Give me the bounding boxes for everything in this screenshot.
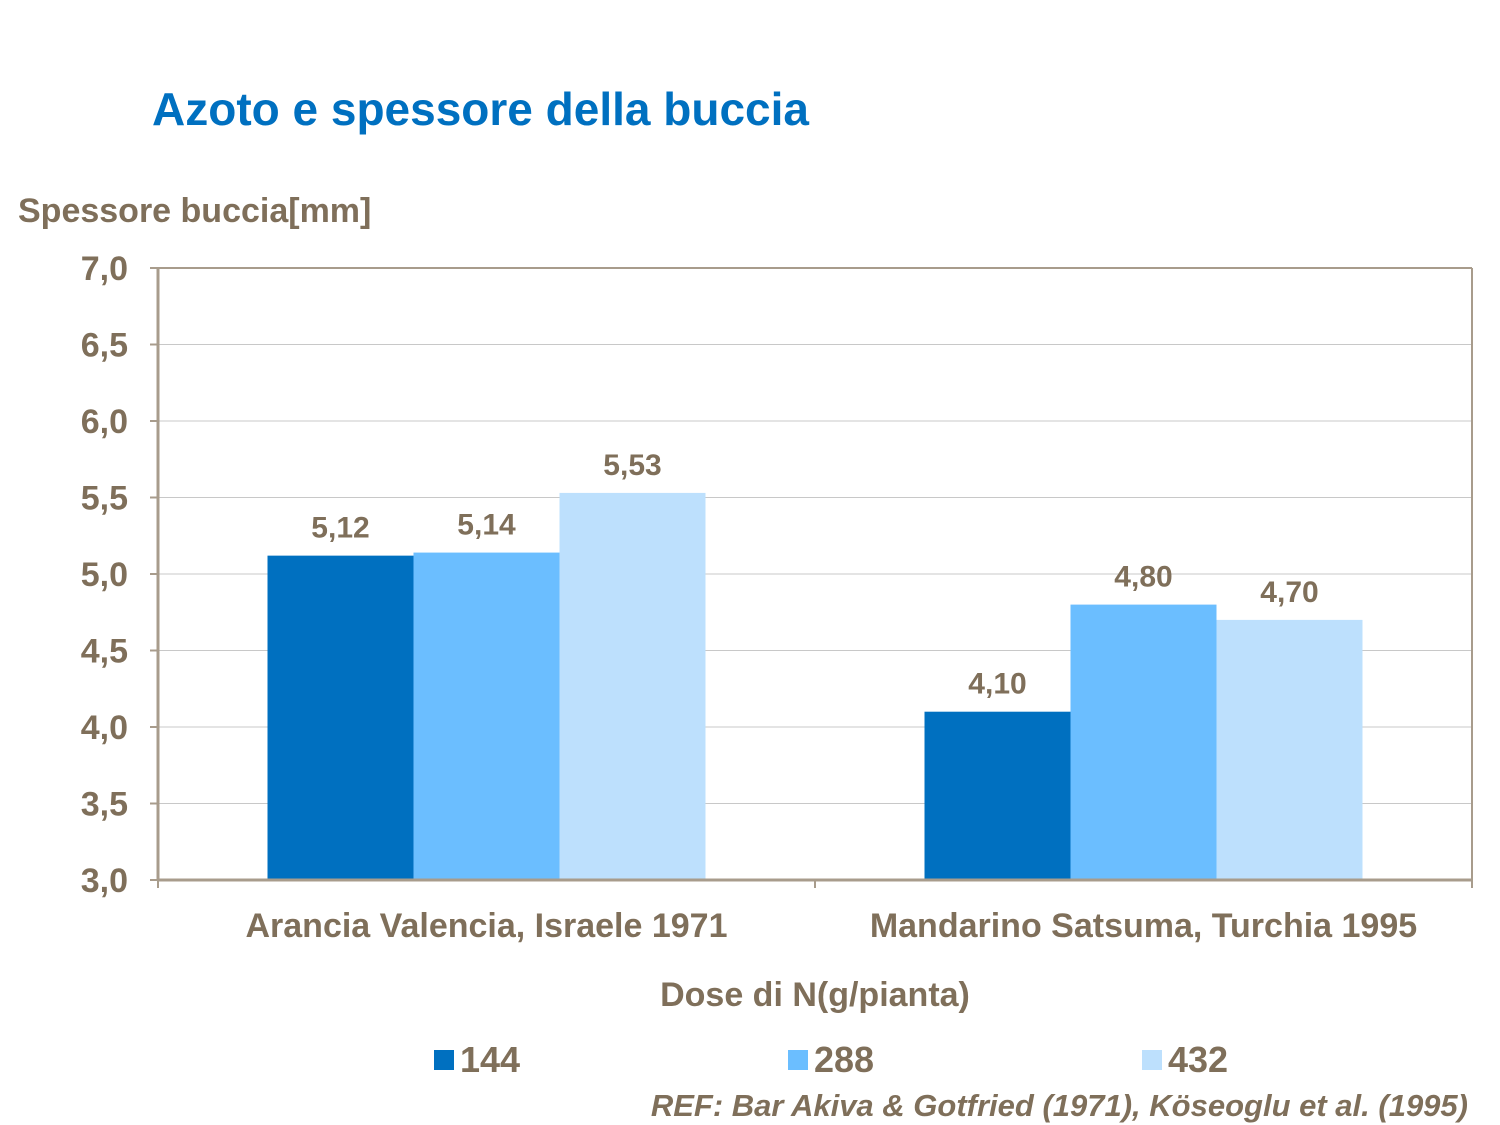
bar-288-1 (413, 552, 560, 880)
data-label: 5,14 (457, 509, 516, 542)
y-tick-label: 4,0 (81, 709, 128, 747)
data-label: 5,12 (311, 512, 369, 545)
y-tick-label: 4,5 (81, 633, 128, 671)
legend-swatch-432 (1142, 1050, 1162, 1070)
legend-label-432: 432 (1168, 1039, 1229, 1080)
bar-432-1 (559, 492, 706, 880)
legend-label-288: 288 (814, 1039, 875, 1080)
reference-note: REF: Bar Akiva & Gotfried (1971), Köseog… (650, 1088, 1468, 1123)
legend-swatch-144 (434, 1050, 454, 1070)
data-label: 4,80 (1114, 561, 1172, 594)
data-label: 5,53 (603, 449, 661, 482)
y-tick-label: 5,5 (81, 480, 128, 518)
legend-swatch-288 (788, 1050, 808, 1070)
y-axis-label: Spessore buccia[mm] (18, 192, 372, 230)
legend-item-432: 432 (1142, 1038, 1228, 1082)
y-tick-label: 3,5 (81, 786, 128, 824)
bar-432-2 (1216, 619, 1363, 880)
y-tick-label: 6,5 (81, 327, 128, 365)
x-axis-label: Dose di N(g/pianta) (660, 976, 970, 1014)
y-tick-label: 5,0 (81, 556, 128, 594)
chart-title: Azoto e spessore della buccia (152, 83, 810, 135)
data-label: 4,70 (1260, 576, 1318, 609)
legend-item-144: 144 (434, 1038, 520, 1082)
bar-144-2 (924, 711, 1071, 880)
y-tick-label: 3,0 (81, 862, 128, 900)
bar-144-1 (267, 555, 414, 880)
x-category-label: Arancia Valencia, Israele 1971 (245, 907, 727, 945)
y-tick-label: 6,0 (81, 403, 128, 441)
legend-label-144: 144 (460, 1039, 521, 1080)
data-label: 4,10 (968, 668, 1026, 701)
legend-item-288: 288 (788, 1038, 874, 1082)
bar-288-2 (1070, 604, 1217, 880)
y-tick-label: 7,0 (81, 250, 128, 288)
x-category-label: Mandarino Satsuma, Turchia 1995 (870, 907, 1417, 945)
